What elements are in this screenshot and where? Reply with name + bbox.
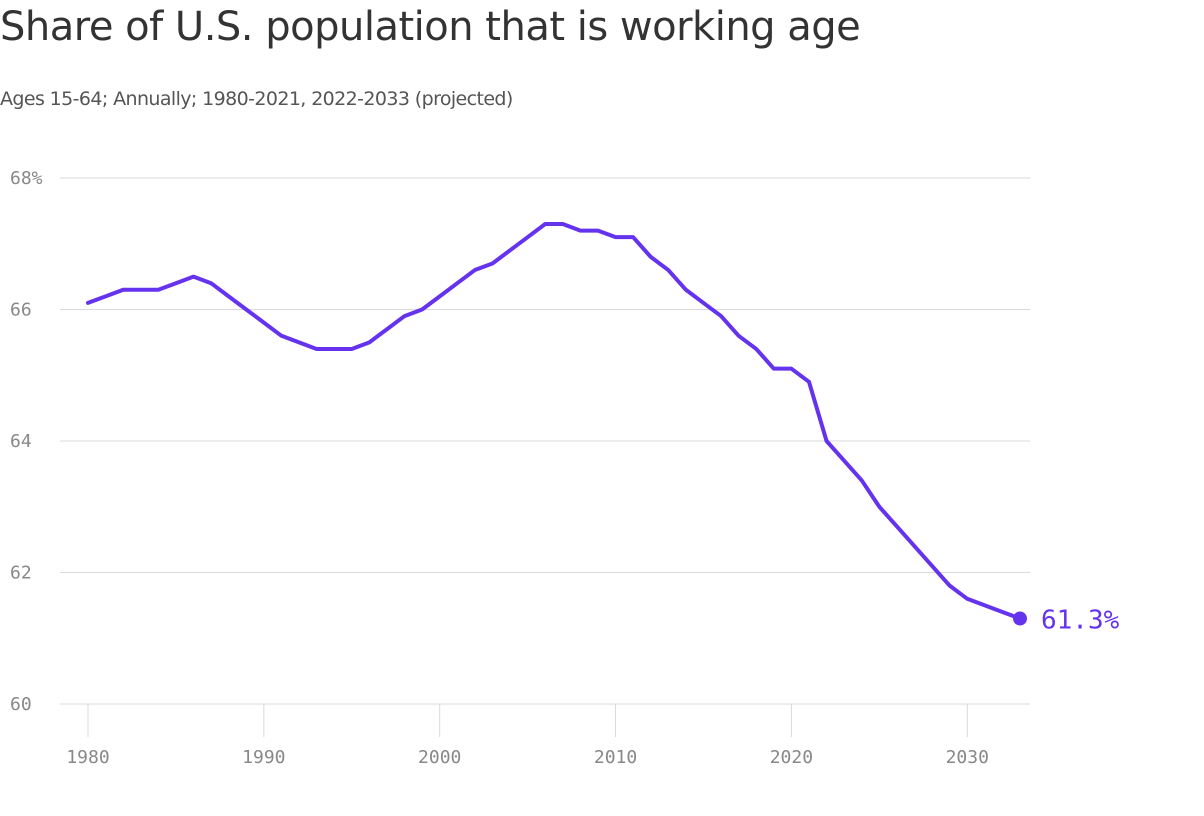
x-tick-labels: 1980 1990 2000 2010 2020 2030 xyxy=(66,747,989,768)
x-tick-label-2020: 2020 xyxy=(770,747,813,768)
x-axis xyxy=(87,704,968,737)
x-tick-label-2030: 2030 xyxy=(946,747,989,768)
y-tick-labels: 60 62 64 66 68% xyxy=(10,168,43,715)
x-tick-label-1980: 1980 xyxy=(66,747,109,768)
y-tick-label-60: 60 xyxy=(10,694,32,715)
x-tick-label-1990: 1990 xyxy=(242,747,285,768)
x-tick-label-2010: 2010 xyxy=(594,747,637,768)
series-group: 61.3% xyxy=(86,222,1120,636)
chart-title: Share of U.S. population that is working… xyxy=(0,4,861,50)
end-value-label: 61.3% xyxy=(1041,606,1120,636)
y-tick-label-66: 66 xyxy=(10,300,32,321)
y-tick-label-68: 68% xyxy=(10,168,43,189)
x-tick-label-2000: 2000 xyxy=(418,747,461,768)
series-line xyxy=(86,222,1022,621)
end-point-marker xyxy=(1013,611,1027,626)
y-tick-label-62: 62 xyxy=(10,563,32,584)
y-grid xyxy=(60,177,1030,705)
y-tick-label-64: 64 xyxy=(10,431,32,452)
chart-subtitle: Ages 15-64; Annually; 1980-2021, 2022-20… xyxy=(0,88,513,110)
